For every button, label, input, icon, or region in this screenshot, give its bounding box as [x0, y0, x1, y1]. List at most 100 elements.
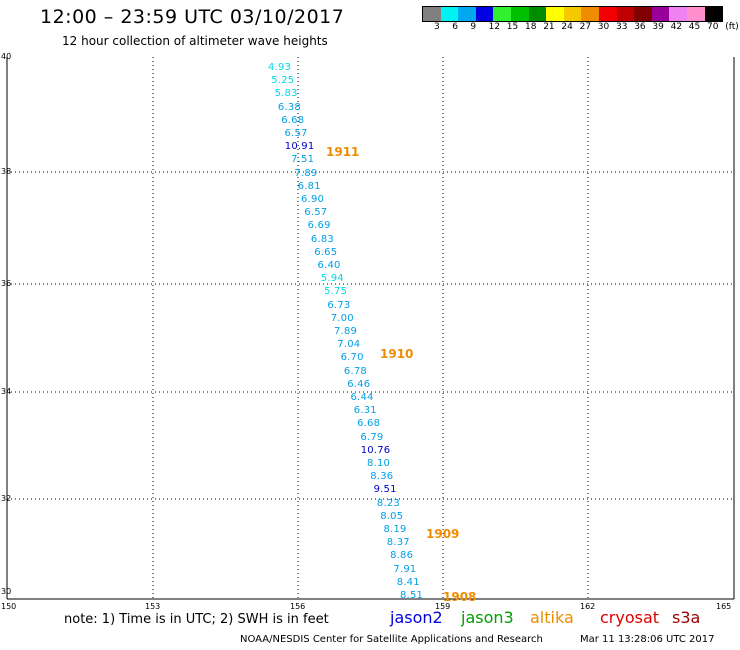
legend-swatch	[493, 7, 511, 21]
legend-swatch	[598, 7, 617, 21]
latitude-tick-label: 40	[1, 52, 12, 61]
longitude-tick-label: 162	[580, 602, 596, 611]
longitude-tick-label: 150	[1, 602, 17, 611]
satellite-legend-altika: altika	[530, 608, 574, 627]
legend-swatch	[634, 7, 652, 21]
pass-time-label: 1911	[326, 145, 360, 159]
wave-height-value: 10.76	[360, 444, 391, 456]
wave-height-value: 6.38	[277, 101, 301, 113]
wave-height-value: 6.83	[310, 233, 334, 245]
satellite-legend-s3a: s3a	[672, 608, 701, 627]
wave-height-value: 6.31	[353, 405, 377, 417]
credit-line: NOAA/NESDIS Center for Satellite Applica…	[240, 634, 543, 645]
wave-height-value: 7.00	[330, 312, 354, 324]
legend-label: 18	[525, 22, 537, 32]
legend-label: (ft)	[725, 22, 739, 32]
wave-height-value: 6.78	[343, 365, 367, 377]
legend-swatch	[475, 7, 494, 21]
legend-label: 24	[561, 22, 573, 32]
wave-height-value: 8.86	[390, 550, 414, 562]
legend-label: 36	[634, 22, 646, 32]
color-legend	[422, 6, 724, 22]
wave-height-value: 7.04	[337, 339, 361, 351]
legend-label: 3	[434, 22, 440, 32]
wave-height-value: 6.46	[347, 378, 371, 390]
legend-label: 21	[543, 22, 555, 32]
legend-swatch	[458, 7, 476, 21]
wave-height-value: 5.25	[271, 75, 295, 87]
wave-height-value: 7.89	[294, 167, 318, 179]
satellite-legend-jason3: jason3	[461, 608, 514, 627]
legend-swatch	[528, 7, 547, 21]
wave-height-value: 6.57	[284, 128, 308, 139]
chart-subtitle: 12 hour collection of altimeter wave hei…	[62, 34, 328, 48]
legend-label: 12	[488, 22, 501, 32]
wave-height-value: 6.81	[297, 180, 321, 192]
footer-note: note: 1) Time is in UTC; 2) SWH is in fe…	[64, 612, 329, 627]
latitude-tick-label: 32	[1, 494, 12, 503]
wave-height-value: 8.23	[376, 497, 400, 509]
wave-height-value: 9.51	[373, 484, 397, 496]
wave-height-value: 6.68	[357, 418, 381, 430]
chart-title: 12:00 – 23:59 UTC 03/10/2017	[40, 6, 345, 28]
pass-time-label: 1908	[443, 590, 477, 604]
wave-height-value: 8.05	[380, 510, 404, 522]
wave-height-value: 6.69	[307, 220, 331, 232]
wave-height-value: 4.93	[268, 62, 292, 73]
legend-swatch	[704, 7, 723, 21]
legend-swatch	[669, 7, 687, 21]
wave-height-value: 8.37	[386, 537, 410, 549]
longitude-tick-label: 165	[716, 602, 732, 611]
wave-height-value: 7.89	[334, 326, 358, 337]
wave-height-value: 6.57	[304, 207, 328, 219]
wave-height-value: 8.19	[383, 524, 407, 535]
wave-height-value: 7.91	[393, 563, 417, 575]
longitude-tick-label: 153	[145, 602, 161, 611]
legend-label: 30	[597, 22, 610, 32]
wave-height-value: 7.51	[291, 154, 315, 166]
legend-swatch	[616, 7, 635, 21]
longitude-tick-label: 159	[435, 602, 451, 611]
wave-height-value: 5.94	[320, 273, 344, 285]
legend-swatch	[510, 7, 529, 21]
latitude-tick-label: 38	[1, 167, 12, 176]
wave-height-value: 6.90	[301, 194, 325, 205]
latitude-tick-label: 30	[1, 587, 12, 596]
legend-label: 15	[506, 22, 519, 32]
wave-height-value: 8.51	[400, 590, 424, 601]
wave-height-value: 8.10	[367, 458, 391, 469]
wave-height-value: 6.44	[350, 392, 374, 403]
legend-label: 42	[670, 22, 683, 32]
legend-label: 45	[688, 22, 701, 32]
legend-label: 70	[707, 22, 719, 32]
longitude-tick-label: 156	[290, 602, 306, 611]
wave-height-value: 6.40	[317, 260, 341, 271]
latitude-tick-label: 34	[1, 387, 12, 396]
legend-label: 33	[616, 22, 628, 32]
legend-swatch	[423, 7, 441, 21]
legend-label: 39	[652, 22, 664, 32]
satellite-legend-jason2: jason2	[390, 608, 443, 627]
wave-height-value: 5.75	[324, 286, 348, 298]
legend-swatch	[686, 7, 705, 21]
wave-height-value: 10.91	[284, 141, 315, 153]
wave-height-value: 6.68	[281, 114, 305, 126]
legend-swatch	[581, 7, 599, 21]
legend-label: 9	[470, 22, 477, 32]
legend-swatch	[546, 7, 564, 21]
satellite-legend-cryosat: cryosat	[600, 608, 660, 627]
legend-label: 6	[452, 22, 458, 32]
legend-swatch	[651, 7, 670, 21]
wave-height-value: 6.73	[327, 299, 351, 311]
latitude-tick-label: 36	[1, 279, 12, 288]
wave-height-value: 8.36	[370, 471, 394, 483]
legend-swatch	[440, 7, 459, 21]
legend-label: 27	[579, 22, 592, 32]
wave-height-value: 6.65	[314, 246, 338, 258]
pass-time-label: 1909	[426, 527, 460, 541]
pass-time-label: 1910	[380, 347, 414, 361]
generated-timestamp: Mar 11 13:28:06 UTC 2017	[580, 634, 715, 645]
wave-height-value: 6.70	[340, 352, 364, 364]
wave-height-value: 5.83	[274, 88, 298, 100]
